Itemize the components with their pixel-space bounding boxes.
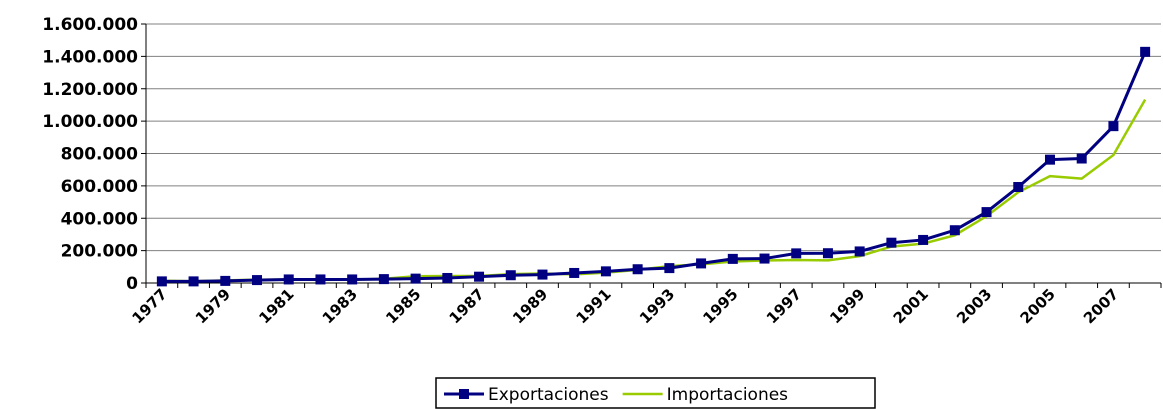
- x-tick-label: 2007: [1080, 285, 1122, 327]
- data-point-exportaciones: [1140, 46, 1151, 57]
- data-point-exportaciones: [1044, 154, 1055, 165]
- data-point-exportaciones: [791, 248, 802, 259]
- data-point-exportaciones: [664, 263, 675, 274]
- data-point-exportaciones: [1013, 182, 1024, 193]
- y-tick-label: 800.000: [61, 145, 139, 165]
- legend-marker-exportaciones: [459, 389, 469, 399]
- data-point-exportaciones: [156, 276, 167, 287]
- x-tick-label: 1995: [699, 285, 741, 327]
- data-point-exportaciones: [252, 275, 263, 286]
- data-point-exportaciones: [569, 267, 580, 278]
- legend-label-exportaciones: Exportaciones: [488, 385, 609, 405]
- x-tick-label: 1987: [446, 285, 488, 327]
- data-point-exportaciones: [981, 207, 992, 218]
- data-point-exportaciones: [632, 264, 643, 275]
- y-tick-label: 0: [126, 274, 138, 294]
- series-line-importaciones: [161, 98, 1147, 283]
- data-point-exportaciones: [315, 274, 326, 285]
- gridlines: [146, 23, 1161, 252]
- y-tick-label: 1.000.000: [42, 112, 138, 132]
- data-point-exportaciones: [537, 269, 548, 280]
- data-point-exportaciones: [410, 273, 421, 284]
- x-tick-label: 1999: [826, 285, 868, 327]
- series-markers: [156, 46, 1151, 287]
- data-point-exportaciones: [822, 248, 833, 259]
- x-axis-tick-labels: 1977 1979 1981 1983 1985 1987 1989 1991 1993 1995…: [128, 285, 1122, 327]
- data-point-exportaciones: [1108, 121, 1119, 132]
- x-tick-label: 1997: [763, 285, 805, 327]
- y-tick-label: 400.000: [61, 209, 139, 229]
- legend-label-importaciones: Importaciones: [667, 385, 789, 405]
- data-point-exportaciones: [505, 270, 516, 281]
- legend: Exportaciones Importaciones: [435, 377, 876, 409]
- data-point-exportaciones: [442, 272, 453, 283]
- x-tick-label: 1983: [319, 285, 361, 327]
- data-point-exportaciones: [727, 253, 738, 264]
- y-tick-label: 1.600.000: [42, 15, 138, 35]
- x-tick-label: 2005: [1017, 285, 1059, 327]
- axes: [141, 23, 1162, 288]
- data-point-exportaciones: [474, 271, 485, 282]
- data-point-exportaciones: [600, 266, 611, 277]
- series-line-exportaciones: [161, 51, 1147, 283]
- x-tick-label: 2001: [890, 285, 932, 327]
- data-point-exportaciones: [918, 234, 929, 245]
- data-point-exportaciones: [949, 225, 960, 236]
- x-tick-label: 1989: [509, 285, 551, 327]
- data-point-exportaciones: [759, 253, 770, 264]
- data-point-exportaciones: [1076, 153, 1087, 164]
- y-tick-label: 1.400.000: [42, 47, 138, 67]
- data-point-exportaciones: [696, 258, 707, 269]
- data-point-exportaciones: [188, 276, 199, 287]
- x-tick-label: 1993: [636, 285, 678, 327]
- data-point-exportaciones: [854, 246, 865, 257]
- x-tick-label: 1981: [255, 285, 297, 327]
- x-tick-label: 1991: [573, 285, 615, 327]
- y-tick-label: 1.200.000: [42, 80, 138, 100]
- y-tick-label: 200.000: [61, 242, 139, 262]
- series-lines: [161, 51, 1147, 283]
- data-point-exportaciones: [220, 275, 231, 286]
- y-tick-label: 600.000: [61, 177, 139, 197]
- x-tick-label: 1985: [382, 285, 424, 327]
- x-tick-label: 2003: [953, 285, 995, 327]
- data-point-exportaciones: [283, 274, 294, 285]
- data-point-exportaciones: [378, 274, 389, 285]
- data-point-exportaciones: [886, 237, 897, 248]
- y-axis-tick-labels: 0 200.000 400.000 600.000 800.000 1.000.000 1.…: [42, 15, 138, 294]
- x-tick-label: 1979: [192, 285, 234, 327]
- data-point-exportaciones: [347, 274, 358, 285]
